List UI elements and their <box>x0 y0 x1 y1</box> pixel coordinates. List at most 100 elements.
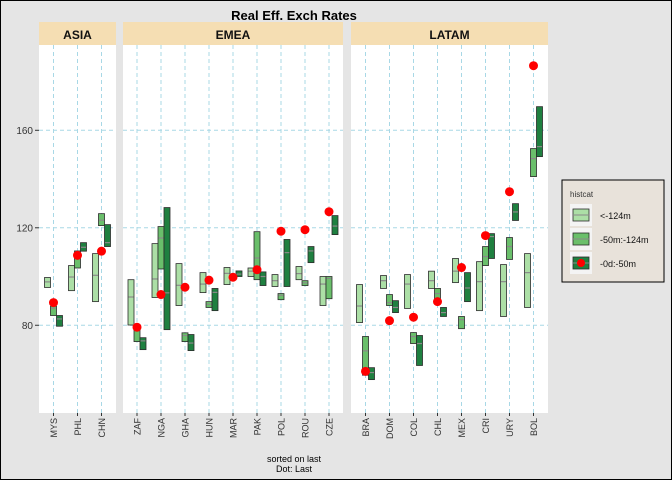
range-box-dark <box>536 106 543 158</box>
x-caption-line-1: sorted on last <box>267 454 322 464</box>
range-box-light <box>127 279 135 326</box>
range-box-medium <box>98 213 105 226</box>
range-box-dark <box>392 300 399 313</box>
x-tick-label: ZAF <box>133 417 143 435</box>
x-tick-label: URY <box>505 418 515 437</box>
last-dot <box>409 312 418 322</box>
range-box-dark <box>259 271 267 286</box>
x-tick-label: CHN <box>97 418 107 438</box>
panel-latam: LATAM BRA DOM COL CHL MEX CRI URY BOL <box>351 22 548 439</box>
range-box-light <box>175 263 183 306</box>
range-box-light <box>319 276 327 306</box>
last-dot <box>505 187 514 197</box>
category-pol: POL <box>271 45 291 436</box>
category-nga: NGA <box>151 45 171 438</box>
range-box-medium <box>157 226 165 270</box>
x-tick-label: ROU <box>301 418 311 438</box>
legend-title: histcat <box>570 190 594 199</box>
panel-emea: EMEA ZAF NGA GHA HUN MAR PAK POL ROU CZE <box>123 22 343 438</box>
legend: histcat <-124m -50m:-124m -0d:-50m <box>561 179 665 283</box>
category-hun: HUN <box>199 45 219 438</box>
x-tick-label: COL <box>409 418 419 437</box>
last-dot <box>252 265 262 275</box>
last-dot <box>457 263 466 273</box>
category-bol: BOL <box>524 45 543 436</box>
category-cze: CZE <box>319 45 339 436</box>
last-dot <box>481 231 490 241</box>
last-dot <box>180 282 190 292</box>
category-col: COL <box>404 45 423 437</box>
range-box-light <box>92 253 99 303</box>
range-box-dark <box>331 215 339 236</box>
panel-strip <box>123 22 343 45</box>
category-phl: PHL <box>68 45 87 436</box>
range-box-light <box>68 265 75 292</box>
y-tick-label: 120 <box>16 223 33 234</box>
range-box-dark <box>488 233 495 259</box>
x-tick-label: PHL <box>73 418 83 436</box>
last-dot <box>204 275 214 285</box>
range-box-medium <box>181 332 189 342</box>
range-box-medium <box>458 316 465 330</box>
range-box-dark <box>211 288 219 312</box>
chart-title: Real Eff. Exch Rates <box>231 8 357 23</box>
x-tick-label: NGA <box>157 418 167 438</box>
range-box-dark <box>307 246 315 264</box>
range-box-light <box>44 277 51 288</box>
panel-strip-label: EMEA <box>216 28 251 42</box>
x-tick-label: GHA <box>181 418 191 438</box>
range-box-light <box>500 264 507 317</box>
x-tick-label: BRA <box>361 418 371 437</box>
panel-strip <box>351 22 548 45</box>
panel-strip <box>39 22 116 45</box>
last-dot <box>73 250 82 260</box>
legend-label-light: <-124m <box>600 211 631 221</box>
panel-strip-label: ASIA <box>63 28 92 42</box>
range-box-light <box>404 274 411 309</box>
range-box-dark <box>283 239 291 287</box>
range-box-dark <box>416 335 423 366</box>
range-box-light <box>428 270 435 289</box>
x-tick-label: MYS <box>49 418 59 438</box>
range-box-medium <box>386 294 393 306</box>
category-mar: MAR <box>223 45 243 438</box>
range-box-light <box>356 284 363 323</box>
range-box-dark <box>440 307 447 317</box>
last-dot <box>324 207 334 217</box>
category-zaf: ZAF <box>127 45 147 435</box>
category-dom: DOM <box>380 45 399 439</box>
range-box-light <box>199 272 207 294</box>
last-dot <box>361 366 370 376</box>
range-box-light <box>524 253 531 308</box>
y-tick-label: 160 <box>16 126 33 137</box>
category-chl: CHL <box>428 45 447 436</box>
x-tick-label: BOL <box>529 418 539 436</box>
last-dot <box>276 226 286 236</box>
panel-asia: ASIA MYS PHL CHN <box>39 22 116 438</box>
range-box-medium <box>325 276 333 300</box>
last-dot <box>132 322 142 332</box>
range-box-dark <box>56 315 63 327</box>
last-dot <box>385 316 394 326</box>
category-rou: ROU <box>295 45 315 438</box>
legend-label-medium: -50m:-124m <box>600 235 649 245</box>
panel-background <box>351 45 548 413</box>
panel-strip-label: LATAM <box>429 28 469 42</box>
range-box-light <box>151 243 159 298</box>
x-tick-label: DOM <box>385 418 395 439</box>
range-box-dark <box>163 207 171 331</box>
last-dot <box>433 297 442 307</box>
x-tick-label: HUN <box>205 418 215 438</box>
x-tick-label: POL <box>277 418 287 436</box>
category-bra: BRA <box>356 45 375 437</box>
y-tick-label: 80 <box>22 321 34 332</box>
legend-label-dark: -0d:-50m <box>600 259 636 269</box>
category-mys: MYS <box>44 45 63 438</box>
legend-dot <box>577 259 585 267</box>
category-chn: CHN <box>92 45 111 438</box>
category-gha: GHA <box>175 45 195 438</box>
range-box-medium <box>410 332 417 344</box>
range-box-dark <box>139 337 147 351</box>
